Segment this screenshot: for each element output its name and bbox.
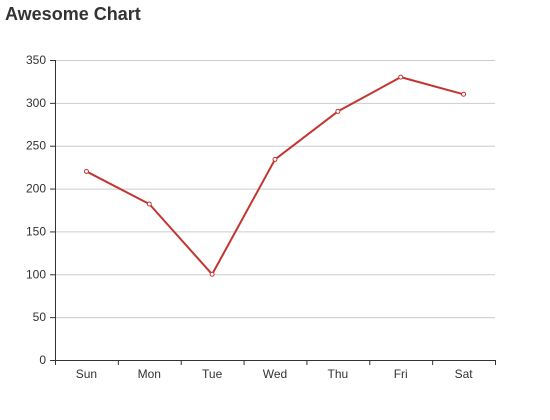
data-point-tue[interactable] xyxy=(209,271,215,277)
x-tick-label-wed: Wed xyxy=(263,367,287,381)
data-point-mon[interactable] xyxy=(146,201,152,207)
x-tick-label-mon: Mon xyxy=(138,367,161,381)
y-tick-label: 300 xyxy=(26,96,46,110)
series-layer xyxy=(83,74,467,277)
y-tick-label: 350 xyxy=(26,53,46,67)
axes xyxy=(50,60,496,365)
series-line-0 xyxy=(85,76,465,276)
y-tick-label: 250 xyxy=(26,139,46,153)
data-point-wed[interactable] xyxy=(272,156,278,162)
data-point-fri[interactable] xyxy=(398,74,404,80)
chart-title: Awesome Chart xyxy=(5,4,141,24)
x-tick-label-tue: Tue xyxy=(202,367,223,381)
tick-labels: 0 50 100 150 200 250 300 350 Sun Mon Tue Wed Thu Fri S… xyxy=(26,53,473,381)
data-point-sat[interactable] xyxy=(461,91,467,97)
y-tick-label: 0 xyxy=(39,353,46,367)
x-tick-label-thu: Thu xyxy=(328,367,349,381)
y-tick-label: 200 xyxy=(26,182,46,196)
x-tick-label-sat: Sat xyxy=(455,367,474,381)
data-point-sun[interactable] xyxy=(83,168,89,174)
y-tick-label: 50 xyxy=(33,310,47,324)
x-tick-label-sun: Sun xyxy=(76,367,97,381)
data-point-thu[interactable] xyxy=(335,108,341,114)
y-tick-label: 150 xyxy=(26,224,46,238)
x-tick-label-fri: Fri xyxy=(394,367,408,381)
y-tick-label: 100 xyxy=(26,267,46,281)
grid-lines xyxy=(55,60,495,319)
